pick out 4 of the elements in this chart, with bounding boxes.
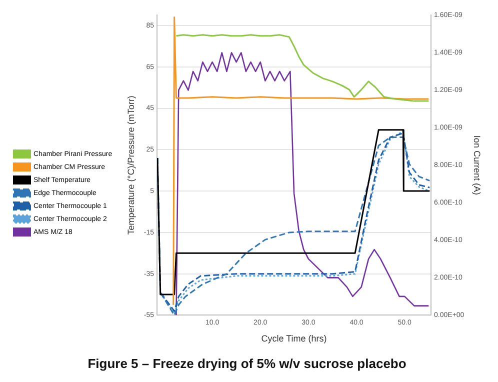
y2-axis-title: Ion Current (A) (472, 135, 482, 195)
x-axis-title: Cycle Time (hrs) (261, 333, 327, 344)
text: Figure 5 – Freeze drying of 5% w/v sucrose placebo (88, 356, 406, 371)
y-axis-title: Temperature (°C)/Pressure (mTorr) (126, 96, 136, 235)
